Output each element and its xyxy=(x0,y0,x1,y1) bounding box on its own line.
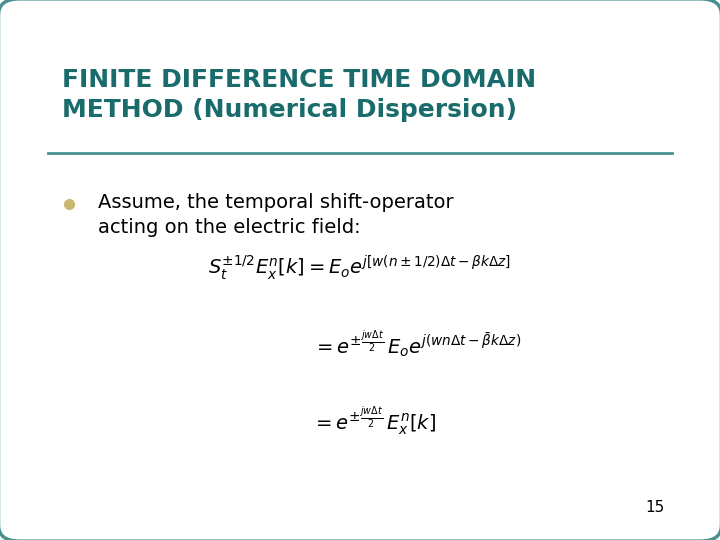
Text: $= e^{\pm \frac{jw\Delta t}{2}}\, E_x^n \left[k\right]$: $= e^{\pm \frac{jw\Delta t}{2}}\, E_x^n … xyxy=(312,405,436,438)
Text: 15: 15 xyxy=(646,500,665,515)
Text: $S_t^{\pm 1/2} E_x^n \left[k\right] = E_o e^{j[w(n\pm 1/2)\Delta t - \beta k \De: $S_t^{\pm 1/2} E_x^n \left[k\right] = E_… xyxy=(209,253,511,282)
Text: Assume, the temporal shift-operator
acting on the electric field:: Assume, the temporal shift-operator acti… xyxy=(98,193,454,237)
Text: $= e^{\pm \frac{jw\Delta t}{2}}\, E_o e^{j(wn\Delta t - \bar{\beta} k \Delta z)}: $= e^{\pm \frac{jw\Delta t}{2}}\, E_o e^… xyxy=(312,329,521,360)
Text: FINITE DIFFERENCE TIME DOMAIN
METHOD (Numerical Dispersion): FINITE DIFFERENCE TIME DOMAIN METHOD (Nu… xyxy=(63,68,536,122)
